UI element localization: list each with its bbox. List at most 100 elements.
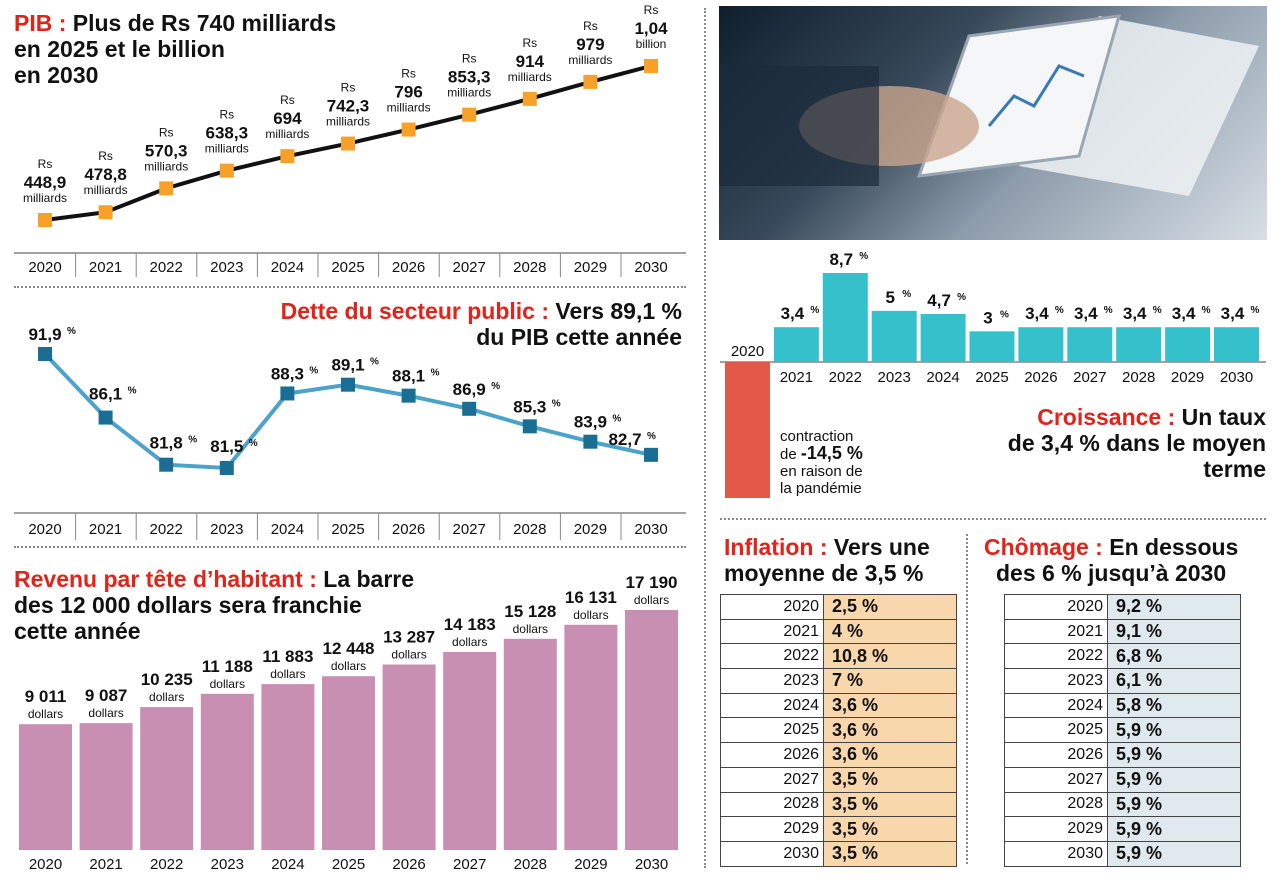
pib-value-label: 796 [394,83,422,102]
revenu-x-tick: 2025 [332,856,365,873]
dette-pct-label: % [67,326,76,337]
inflation-value-cell: 7 % [823,668,957,694]
pib-value-label: 979 [576,35,604,54]
pib-prefix-label: Rs [522,36,537,50]
chomage-year-cell: 2025 [1004,717,1108,744]
pib-title-text: Plus de Rs 740 milliards [66,10,337,36]
pib-title-red: PIB : [14,10,67,36]
inflation-value-cell: 2,5 % [823,594,957,620]
croissance-pct-label: % [1251,305,1260,316]
revenu-bar [261,684,315,850]
croissance-x-tick: 2028 [1122,369,1155,386]
dette-title-text: Vers 89,1 % [549,298,682,324]
revenu-title-line3: cette année [14,618,141,644]
pib-prefix-label: Rs [38,157,53,171]
revenu-x-tick: 2021 [89,856,122,873]
pib-marker [644,59,658,73]
chomage-row: 2020 9,2 % [1004,594,1241,620]
croissance-pct-label: % [859,251,868,262]
divider-tables [966,534,968,864]
croissance-pct-label: % [1202,305,1211,316]
chomage-row: 2030 5,9 % [1004,840,1241,867]
croissance-bar [1116,327,1162,362]
croissance-title: Croissance : Un taux de 3,4 % dans le mo… [1008,404,1266,482]
pib-unit-label: milliards [265,127,309,141]
inflation-year-cell: 2021 [720,618,824,645]
inflation-row: 2023 7 % [720,668,957,694]
croissance-bar [969,331,1015,362]
revenu-value-label: 14 183 [444,615,496,634]
chomage-year-cell: 2029 [1004,816,1108,842]
revenu-x-tick: 2028 [514,856,547,873]
chomage-row: 2022 6,8 % [1004,643,1241,670]
chomage-value-cell: 5,9 % [1107,840,1241,867]
croissance-note: contraction de -14,5 % en raison de la p… [780,428,863,497]
inflation-value-cell: 3,5 % [823,840,957,867]
dette-marker [522,419,537,434]
pib-unit-label: milliards [326,115,370,129]
inflation-row: 2024 3,6 % [720,692,957,719]
dette-pct-label: % [552,398,561,409]
revenu-unit-label: dollars [391,647,426,661]
pib-x-tick: 2023 [210,259,243,276]
pib-prefix-label: Rs [583,19,598,33]
chomage-year-cell: 2028 [1004,791,1108,818]
note-line3: en raison de [780,463,863,480]
divider-vertical [704,8,706,868]
pib-value-label: 448,9 [24,173,67,192]
pib-unit-label: milliards [568,53,612,67]
croissance-x-tick: 2027 [1073,369,1106,386]
revenu-unit-label: dollars [634,593,669,607]
dette-value-label: 81,5 [210,437,243,456]
note-line4: la pandémie [780,480,862,497]
pib-prefix-label: Rs [341,81,356,95]
inflation-value-cell: 3,5 % [823,791,957,818]
revenu-bar [564,624,618,850]
inflation-row: 2029 3,5 % [720,816,957,842]
inflation-title-red: Inflation : [724,534,828,560]
chomage-row: 2024 5,8 % [1004,692,1241,719]
chomage-year-cell: 2022 [1004,643,1108,670]
pib-x-tick: 2028 [513,259,546,276]
pib-marker [583,74,598,89]
chomage-value-cell: 6,8 % [1107,643,1241,670]
pib-value-label: 478,8 [84,165,127,184]
pib-x-tick: 2025 [331,259,364,276]
revenu-value-label: 13 287 [383,627,435,646]
dette-value-label: 88,1 [392,367,425,386]
revenu-title-text: La barre [316,566,415,592]
chomage-value-cell: 9,1 % [1107,618,1241,645]
pib-value-label: 694 [273,109,302,128]
pib-x-tick: 2024 [271,259,304,276]
revenu-title-red: Revenu par tête d’habitant : [14,566,317,592]
croissance-pct-label: % [1104,305,1113,316]
revenu-x-tick: 2020 [29,856,62,873]
inflation-year-cell: 2026 [720,742,824,768]
revenu-bar [382,664,436,850]
croissance-bar [920,313,966,362]
dette-x-tick: 2021 [89,521,122,538]
croissance-value-label: 3,4 [1172,304,1196,323]
dette-title: Dette du secteur public : Vers 89,1 % du… [281,298,682,350]
pib-marker [219,163,234,178]
pib-title-line3: en 2030 [14,62,99,88]
revenu-unit-label: dollars [513,622,548,636]
inflation-year-cell: 2029 [720,816,824,842]
chomage-year-cell: 2030 [1004,840,1108,867]
dette-x-tick: 2020 [28,521,61,538]
croissance-title-line2: de 3,4 % dans le moyen [1007,430,1266,456]
chomage-row: 2021 9,1 % [1004,618,1241,645]
inflation-value-cell: 3,5 % [823,766,957,793]
inflation-title: Inflation : Vers une moyenne de 3,5 % [724,534,930,586]
pib-title-line2: en 2025 et le billion [14,36,225,62]
revenu-unit-label: dollars [28,707,63,721]
pib-marker [98,205,113,220]
croissance-x-tick: 2030 [1220,369,1253,386]
revenu-unit-label: dollars [88,706,123,720]
croissance-x-tick: 2024 [926,369,959,386]
croissance-bar [773,327,819,362]
revenu-x-tick: 2022 [150,856,183,873]
dette-x-tick: 2028 [513,521,546,538]
pib-x-tick: 2027 [453,259,486,276]
revenu-bar [443,651,497,850]
